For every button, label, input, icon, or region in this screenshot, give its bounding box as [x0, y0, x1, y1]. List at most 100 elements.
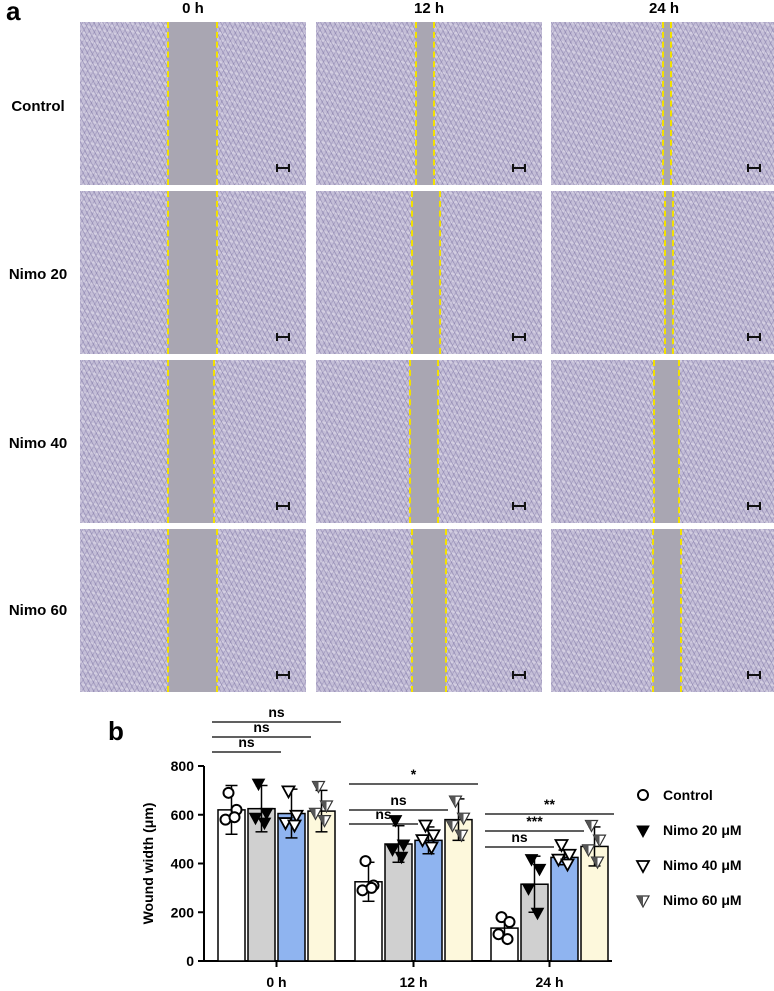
- wound-edge-right: [213, 360, 215, 523]
- panel-b-label: b: [108, 716, 124, 746]
- significance-label: ns: [268, 704, 285, 720]
- data-point: [280, 785, 297, 800]
- y-tick-label: 0: [186, 953, 194, 969]
- wound-gap: [412, 529, 446, 692]
- legend-label: Nimo 40 μM: [663, 857, 742, 873]
- wound-edge-left: [653, 360, 655, 523]
- significance-label: ns: [238, 734, 255, 750]
- row-label-nimo-40: Nimo 40: [8, 435, 68, 452]
- data-point-fill: [585, 820, 592, 832]
- data-point-fill: [591, 857, 598, 869]
- bar-1-0: [247, 807, 276, 962]
- micrograph-nimo-20-0h: [80, 191, 306, 354]
- wound-gap: [168, 360, 214, 523]
- scale-bar: [512, 333, 526, 341]
- micrograph-nimo-60-24h: [551, 529, 774, 692]
- scale-bar: [747, 502, 761, 510]
- data-point: [561, 848, 578, 863]
- data-point: [559, 858, 576, 873]
- bar-2-2: [550, 856, 579, 962]
- wound-gap: [412, 191, 440, 354]
- micrograph-nimo-60-0h: [80, 529, 306, 692]
- micrograph-nimo-40-0h: [80, 360, 306, 523]
- wound-edge-left: [652, 529, 654, 692]
- data-point-fill: [593, 835, 600, 847]
- data-point-fill: [455, 830, 462, 842]
- data-point: [423, 841, 440, 856]
- data-point: [365, 881, 378, 894]
- data-point: [259, 807, 274, 821]
- data-point: [286, 819, 303, 834]
- micrograph-control-0h: [80, 22, 306, 185]
- data-point-fill: [312, 781, 319, 793]
- data-point-fill: [449, 796, 456, 808]
- wound-edge-left: [167, 191, 169, 354]
- y-tick-label: 600: [171, 807, 195, 823]
- wound-edge-right: [672, 191, 674, 354]
- wound-edge-right: [216, 529, 218, 692]
- significance-label: **: [544, 796, 555, 812]
- y-axis-title: Wound width (μm): [140, 803, 156, 925]
- wound-edge-right: [680, 529, 682, 692]
- micrograph-nimo-20-24h: [551, 191, 774, 354]
- micrograph-control-12h: [316, 22, 542, 185]
- column-label-24h: 24 h: [648, 0, 679, 17]
- wound-edge-right: [216, 22, 218, 185]
- data-point: [524, 854, 539, 867]
- wound-edge-right: [433, 22, 435, 185]
- wound-gap: [663, 22, 671, 185]
- wound-edge-right: [439, 191, 441, 354]
- wound-edge-left: [664, 191, 666, 354]
- wound-gap: [168, 529, 217, 692]
- data-point: [359, 855, 372, 868]
- x-tick-label: 0 h: [266, 974, 286, 990]
- data-point: [503, 916, 516, 928]
- wound-gap: [665, 191, 673, 354]
- legend-label: Control: [663, 787, 713, 803]
- micrograph-nimo-40-12h: [316, 360, 542, 523]
- scale-bar: [512, 164, 526, 172]
- wound-edge-left: [411, 529, 413, 692]
- y-tick-label: 800: [171, 758, 195, 774]
- data-point: [394, 851, 409, 865]
- y-tick-label: 400: [171, 856, 195, 872]
- data-point: [257, 817, 272, 831]
- row-label-nimo-60: Nimo 60: [8, 602, 68, 619]
- column-label-0h: 0 h: [182, 0, 204, 17]
- data-point: [492, 928, 505, 941]
- legend-label: Nimo 60 μM: [663, 892, 742, 908]
- legend-marker-2: [635, 860, 651, 874]
- scale-bar: [747, 164, 761, 172]
- scale-bar: [276, 671, 290, 679]
- significance-label: ns: [511, 829, 528, 845]
- wound-gap: [416, 22, 434, 185]
- wound-gap: [410, 360, 438, 523]
- scale-bar: [512, 671, 526, 679]
- wound-edge-left: [167, 360, 169, 523]
- significance-label: ***: [526, 813, 543, 829]
- wound-edge-left: [167, 529, 169, 692]
- row-label-control: Control: [11, 98, 65, 115]
- x-tick-label: 24 h: [535, 974, 563, 990]
- wound-edge-right: [445, 529, 447, 692]
- micrograph-nimo-40-24h: [551, 360, 774, 523]
- legend-marker-0: [637, 789, 649, 801]
- data-point: [521, 883, 536, 896]
- y-tick-label: 200: [171, 904, 195, 920]
- wound-gap: [654, 360, 679, 523]
- scale-bar: [512, 502, 526, 510]
- wound-edge-right: [678, 360, 680, 523]
- wound-edge-left: [662, 22, 664, 185]
- data-point: [251, 778, 266, 792]
- wound-gap: [168, 191, 217, 354]
- significance-label: ns: [375, 806, 392, 822]
- data-point: [530, 907, 545, 921]
- significance-label: *: [411, 766, 417, 782]
- scale-bar: [276, 502, 290, 510]
- data-point: [385, 844, 400, 857]
- data-point: [532, 863, 547, 877]
- wound-gap: [653, 529, 681, 692]
- data-point: [222, 786, 235, 799]
- scale-bar: [276, 333, 290, 341]
- data-point: [553, 839, 570, 853]
